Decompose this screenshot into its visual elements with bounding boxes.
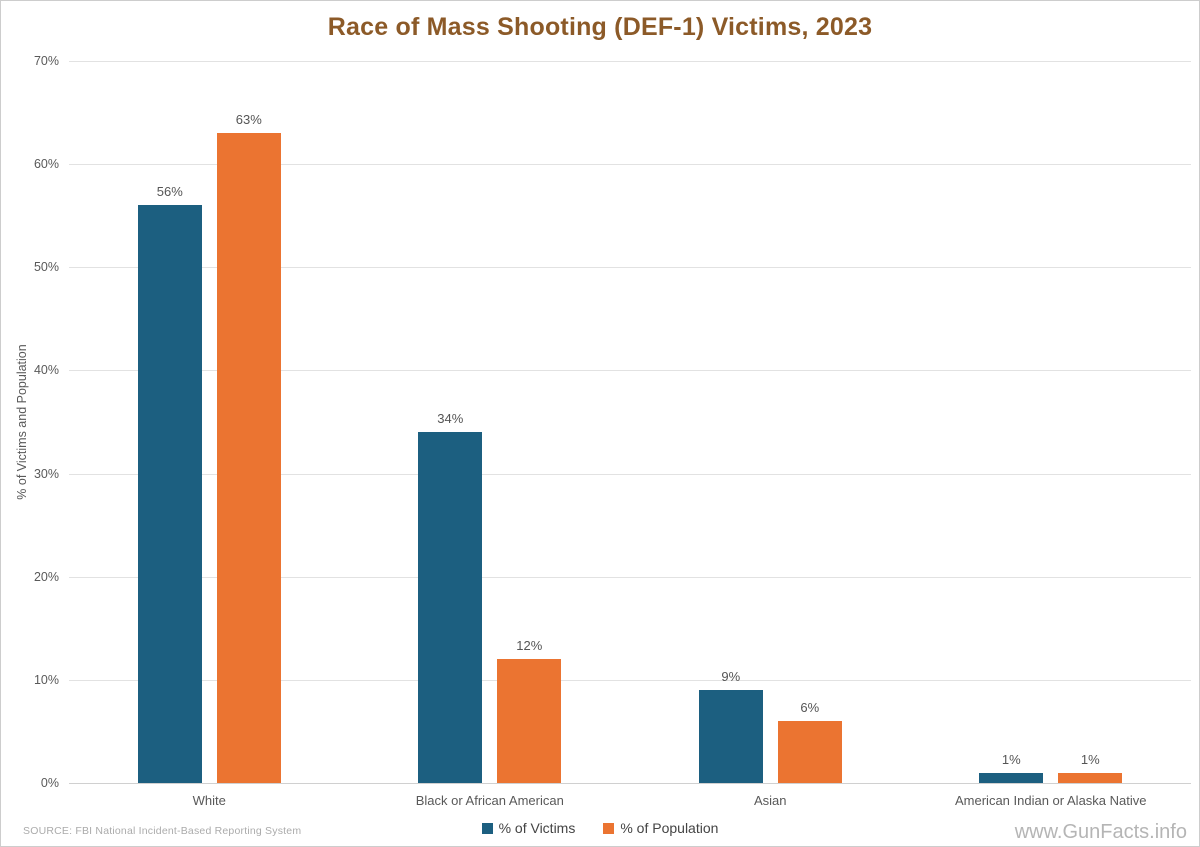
y-tick-label: 60% (33, 157, 59, 172)
plot-area: 56% 63% 34% 12% 9% 6% 1% 1% (69, 61, 1191, 784)
bar-value-label: 56% (156, 184, 183, 200)
x-category-label: Asian (753, 793, 787, 808)
bar-value-label: 1% (1080, 751, 1100, 767)
bar-value-label: 12% (516, 638, 543, 654)
source-note: SOURCE: FBI National Incident-Based Repo… (23, 825, 302, 837)
watermark: www.GunFacts.info (1014, 821, 1187, 843)
bar-value-label: 1% (1001, 751, 1021, 767)
legend-label: % of Population (620, 820, 719, 836)
legend: % of Victims % of Population (1, 820, 1199, 836)
y-tick-label: 30% (33, 466, 59, 481)
bar-victims (698, 690, 763, 783)
y-tick-label: 40% (33, 363, 59, 378)
gridline (69, 164, 1191, 166)
legend-swatch-icon (481, 823, 493, 834)
y-tick-label: 0% (40, 776, 59, 790)
bar-value-label: 6% (800, 700, 820, 716)
bar-value-label: 63% (235, 112, 262, 128)
x-category-label: Black or African American (415, 793, 564, 808)
bar-population (1058, 772, 1123, 783)
bar-value-label: 9% (721, 669, 741, 685)
bar-population (216, 133, 281, 783)
gridline (69, 370, 1191, 372)
gridline (69, 576, 1191, 578)
y-tick-label: 70% (33, 54, 59, 68)
bar-victims (137, 205, 202, 783)
gridline (69, 267, 1191, 269)
bar-victims (418, 432, 483, 783)
y-tick-label: 10% (33, 672, 59, 687)
legend-label: % of Victims (498, 820, 576, 836)
legend-item: % of Victims (481, 820, 576, 836)
gridline (69, 473, 1191, 475)
legend-item: % of Population (603, 820, 718, 836)
legend-swatch-icon (603, 823, 615, 834)
bar-victims (979, 772, 1044, 783)
x-category-label: American Indian or Alaska Native (955, 793, 1147, 808)
gridline (69, 61, 1191, 62)
bar-population (497, 659, 562, 783)
x-category-label: White (192, 793, 226, 808)
gridline (69, 679, 1191, 681)
bar-population (777, 721, 842, 783)
chart-title: Race of Mass Shooting (DEF-1) Victims, 2… (327, 13, 873, 41)
y-tick-label: 50% (33, 260, 59, 275)
x-axis-line (69, 783, 1191, 784)
bar-value-label: 34% (437, 411, 464, 427)
y-tick-label: 20% (33, 569, 59, 584)
